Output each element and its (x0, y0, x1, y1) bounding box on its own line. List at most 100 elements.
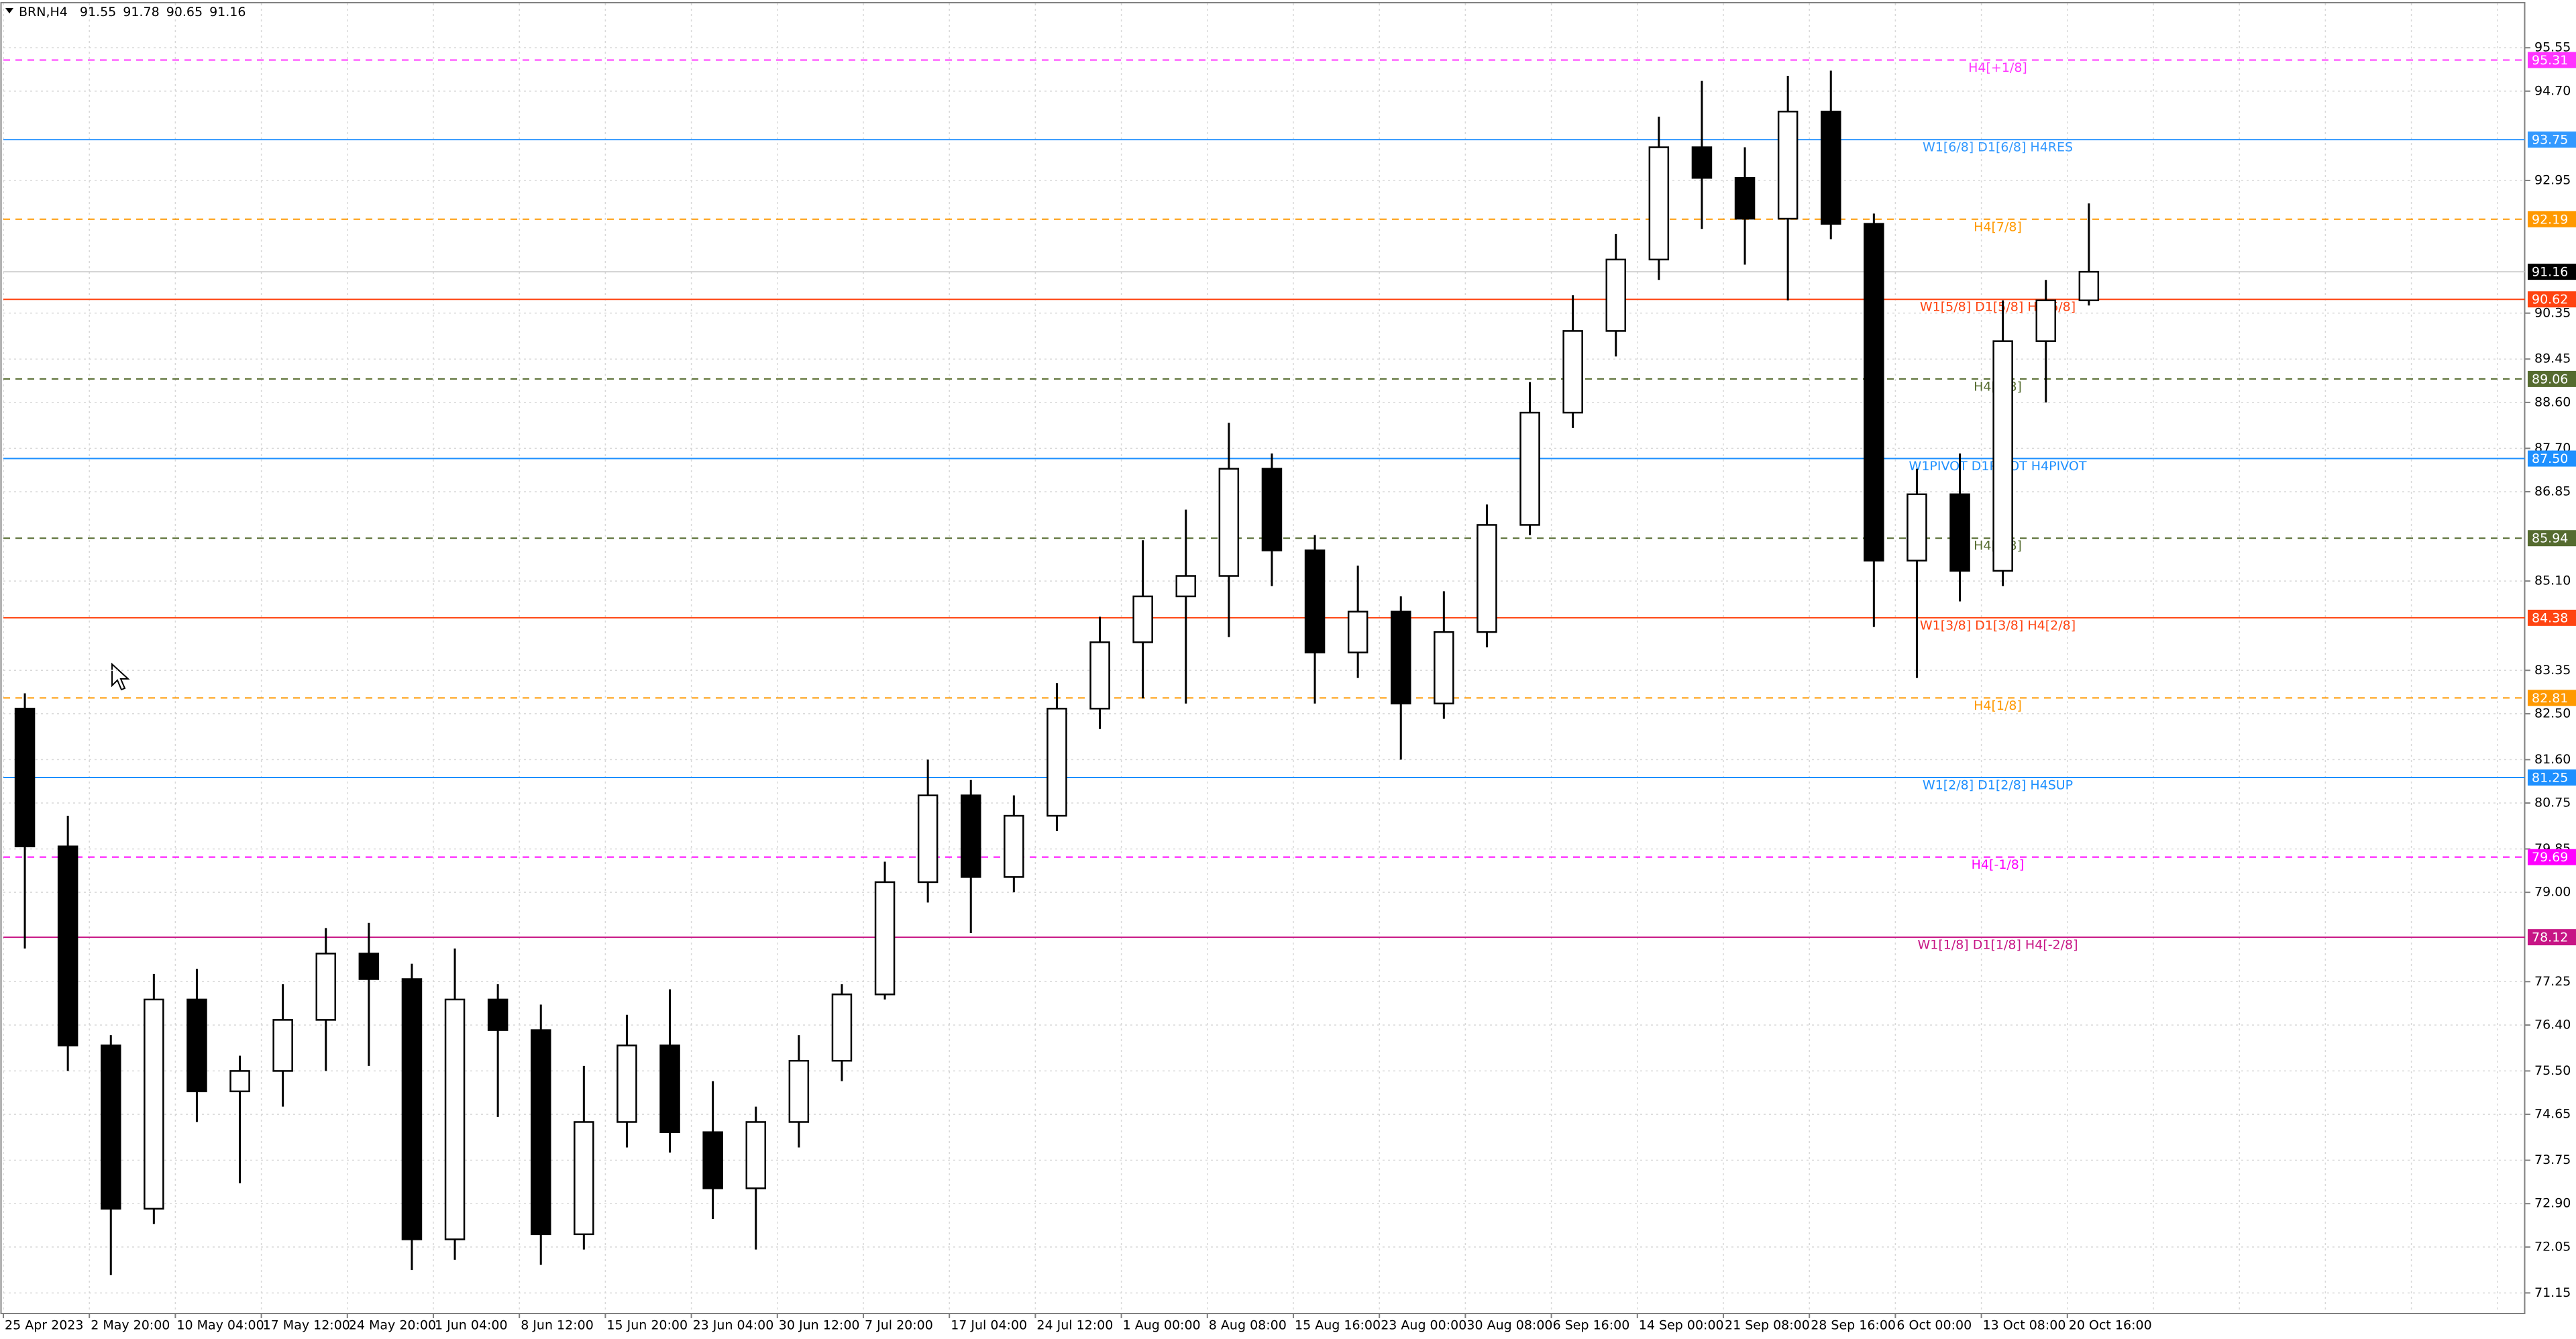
candle-body (186, 998, 207, 1093)
level-tag (2528, 769, 2576, 786)
candle-body (1175, 575, 1196, 598)
x-tick-label: 2 May 20:00 (91, 1318, 170, 1333)
candle-body (1391, 610, 1411, 704)
candle-body (745, 1121, 766, 1189)
x-tick-label: 7 Jul 20:00 (865, 1318, 933, 1333)
y-tick-label: 90.35 (2534, 305, 2571, 320)
x-tick-label: 24 May 20:00 (349, 1318, 436, 1333)
candle-body (144, 998, 164, 1210)
y-tick-label: 71.15 (2534, 1285, 2571, 1300)
level-tag (2528, 849, 2576, 865)
candle-body (1605, 258, 1626, 332)
header-value: 91.55 (80, 5, 116, 19)
candle-body (358, 953, 380, 980)
candle-body (531, 1029, 551, 1236)
x-tick-label: 23 Jun 04:00 (693, 1318, 774, 1333)
level-tag (2528, 929, 2576, 946)
x-tick-label: 17 Jul 04:00 (951, 1318, 1027, 1333)
candle-body (1132, 595, 1153, 643)
x-tick-label: 14 Sep 00:00 (1639, 1318, 1724, 1333)
candle-body (1477, 524, 1497, 633)
candle-body (1734, 176, 1756, 220)
candle-body (1519, 411, 1540, 526)
candle-body (57, 845, 78, 1047)
x-tick-label: 28 Sep 16:00 (1811, 1318, 1896, 1333)
candle-body (1992, 340, 2013, 572)
header-value: 90.65 (166, 5, 203, 19)
candle-body (1648, 146, 1670, 261)
x-tick-label: 8 Aug 08:00 (1209, 1318, 1287, 1333)
candle-body (831, 994, 853, 1062)
level-label: H4[1/8] (1974, 698, 2022, 713)
x-tick-label: 30 Jun 12:00 (779, 1318, 860, 1333)
x-tick-label: 17 May 12:00 (263, 1318, 350, 1333)
header-value: 91.16 (209, 5, 246, 19)
candle-body (1004, 814, 1024, 878)
y-tick-label: 95.55 (2534, 40, 2571, 55)
level-tag (2528, 530, 2576, 547)
level-tag (2528, 131, 2576, 148)
level-tag (2528, 450, 2576, 467)
level-tag-label: 90.62 (2532, 292, 2568, 307)
level-label: W1[1/8] D1[1/8] H4[-2/8] (1917, 938, 2078, 953)
level-tag-label: 84.38 (2532, 610, 2568, 625)
level-tag-label: 95.31 (2532, 53, 2568, 68)
candle-body (1089, 641, 1110, 710)
y-tick-label: 94.70 (2534, 83, 2571, 98)
candle-body (961, 794, 981, 878)
candle-body (1949, 493, 1970, 572)
y-tick-label: 85.10 (2534, 574, 2571, 588)
candle-body (1691, 146, 1713, 179)
y-tick-label: 80.75 (2534, 796, 2571, 810)
candle-body (2078, 270, 2100, 301)
candle-body (874, 881, 896, 996)
x-tick-label: 20 Oct 16:00 (2069, 1318, 2152, 1333)
candle-body (917, 794, 938, 883)
candle-body (788, 1059, 810, 1123)
level-tag-label: 85.94 (2532, 531, 2568, 546)
level-tag (2528, 609, 2576, 626)
level-tag-label: 79.69 (2532, 850, 2568, 865)
x-tick-label: 6 Sep 16:00 (1553, 1318, 1630, 1333)
y-tick-label: 81.60 (2534, 752, 2571, 767)
candle-body (1218, 468, 1240, 577)
x-tick-label: 15 Jun 20:00 (606, 1318, 688, 1333)
x-tick-label: 24 Jul 12:00 (1036, 1318, 1113, 1333)
x-tick-label: 8 Jun 12:00 (521, 1318, 594, 1333)
x-tick-label: 1 Jun 04:00 (435, 1318, 508, 1333)
candle-body (1434, 631, 1454, 704)
x-tick-label: 23 Aug 00:00 (1381, 1318, 1466, 1333)
current-price-label: 91.16 (2532, 265, 2568, 280)
level-label: H4[-1/8] (1972, 857, 2025, 872)
candle-body (272, 1019, 293, 1072)
candle-body (1261, 468, 1283, 551)
x-tick-label: 1 Aug 00:00 (1123, 1318, 1201, 1333)
menu-arrow[interactable] (5, 8, 13, 13)
candle-body (1046, 708, 1067, 817)
candle-body (1347, 610, 1368, 653)
x-tick-label: 13 Oct 08:00 (1983, 1318, 2066, 1333)
level-tag-label: 92.19 (2532, 212, 2568, 227)
level-tag (2528, 211, 2576, 227)
level-tag (2528, 291, 2576, 308)
candle-body (14, 708, 36, 847)
chart-header: BRN,H4 91.55 91.78 90.65 91.16 (19, 5, 246, 19)
candle-body (229, 1070, 250, 1093)
candle-body (1562, 330, 1583, 414)
level-tag-label: 78.12 (2532, 930, 2568, 945)
x-tick-label: 21 Sep 08:00 (1725, 1318, 1810, 1333)
x-tick-label: 10 May 04:00 (176, 1318, 264, 1333)
y-tick-label: 86.85 (2534, 484, 2571, 499)
level-label: H4[7/8] (1974, 219, 2022, 234)
level-tag (2528, 690, 2576, 706)
y-tick-label: 76.40 (2534, 1017, 2571, 1032)
x-tick-label: 30 Aug 08:00 (1466, 1318, 1552, 1333)
header-value: 91.78 (123, 5, 159, 19)
candle-body (2035, 299, 2056, 342)
candle-body (1304, 549, 1326, 653)
candle-body (101, 1045, 121, 1210)
candle-body (1907, 493, 1927, 561)
